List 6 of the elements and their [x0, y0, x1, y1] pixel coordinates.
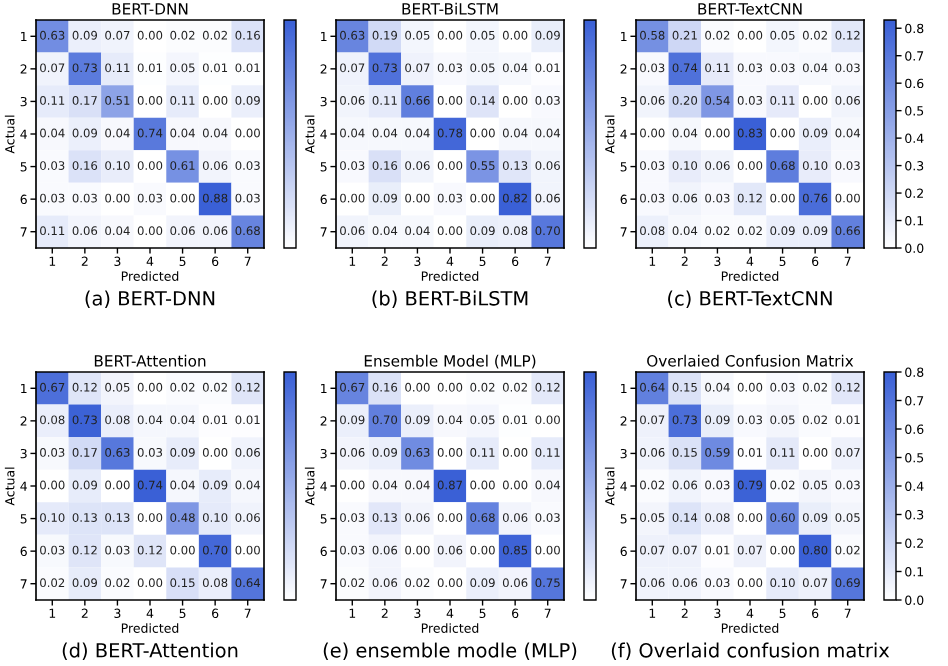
- text: (d) BERT-Attention: [62, 642, 238, 660]
- text: (b) BERT-BiLSTM: [372, 290, 528, 308]
- text: (a) BERT-DNN: [85, 290, 215, 308]
- text: (e) ensemble modle (MLP): [323, 642, 577, 660]
- text: (c) BERT-TextCNN: [668, 290, 832, 308]
- text: (f) Overlaid confusion matrix: [611, 642, 890, 660]
